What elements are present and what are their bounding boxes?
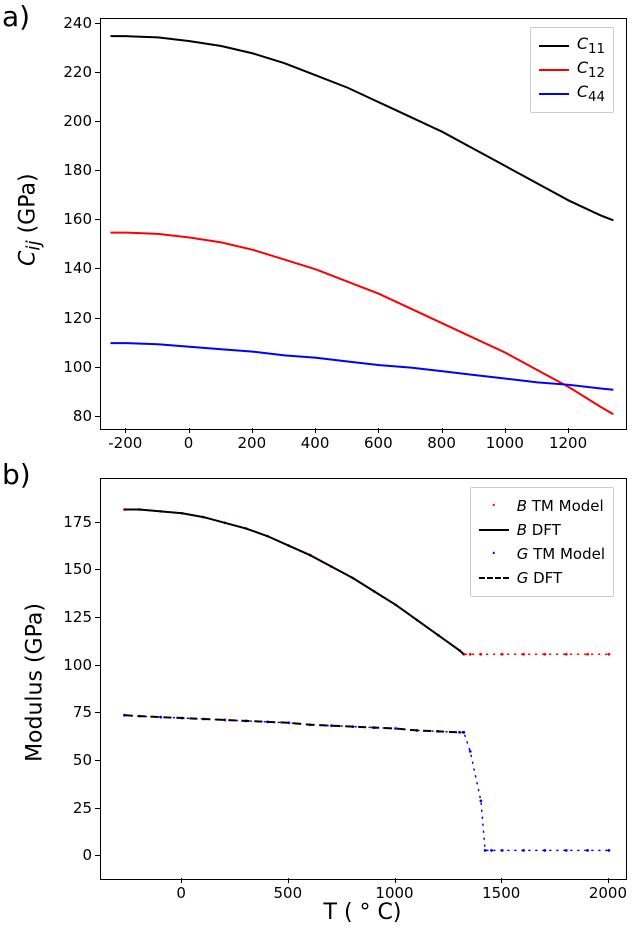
- y-tick-label: 125: [58, 608, 92, 626]
- y-tick-label: 75: [58, 703, 92, 721]
- x-tick-mark: [505, 428, 506, 433]
- x-tick-mark: [501, 878, 502, 883]
- y-tick-label: 220: [58, 63, 92, 81]
- legend-swatch-b-dft: [479, 529, 509, 531]
- y-tick-mark: [95, 23, 100, 24]
- x-tick-label: 0: [184, 434, 194, 452]
- y-tick-label: 120: [58, 309, 92, 327]
- legend-row-c44: C44: [539, 82, 605, 106]
- panel-b-ylabel: Modulus (GPa): [23, 603, 48, 763]
- x-tick-label: 1500: [482, 884, 520, 902]
- y-tick-mark: [95, 318, 100, 319]
- legend-row-c11: C11: [539, 34, 605, 58]
- y-tick-mark: [95, 569, 100, 570]
- legend-swatch-g-tm: ·: [479, 552, 509, 556]
- x-tick-label: 0: [176, 884, 186, 902]
- x-tick-mark: [378, 428, 379, 433]
- legend-label-c44: C44: [577, 82, 605, 105]
- y-tick-mark: [95, 219, 100, 220]
- y-tick-mark: [95, 855, 100, 856]
- legend-label-g-tm: G TM Model: [517, 545, 605, 563]
- y-tick-label: 80: [58, 407, 92, 425]
- legend-row-c12: C12: [539, 58, 605, 82]
- y-tick-label: 200: [58, 112, 92, 130]
- x-tick-mark: [252, 428, 253, 433]
- x-tick-mark: [568, 428, 569, 433]
- x-tick-mark: [181, 878, 182, 883]
- x-tick-label: 200: [237, 434, 266, 452]
- y-tick-mark: [95, 268, 100, 269]
- x-tick-mark: [315, 428, 316, 433]
- x-tick-label: 400: [301, 434, 330, 452]
- legend-label-g-dft: G DFT: [517, 569, 562, 587]
- y-tick-mark: [95, 367, 100, 368]
- y-tick-mark: [95, 617, 100, 618]
- y-tick-label: 0: [58, 846, 92, 864]
- panel-a-legend: C11 C12 C44: [530, 27, 614, 113]
- legend-label-b-dft: B DFT: [517, 521, 561, 539]
- x-tick-mark: [125, 428, 126, 433]
- x-tick-label: 1000: [486, 434, 524, 452]
- panel-a-plot-area: C11 C12 C44: [100, 18, 627, 430]
- legend-swatch-c44: [539, 93, 569, 95]
- x-tick-label: 2000: [589, 884, 627, 902]
- y-tick-label: 100: [58, 358, 92, 376]
- y-tick-mark: [95, 522, 100, 523]
- y-tick-label: 240: [58, 14, 92, 32]
- legend-row-b-dft: B DFT: [479, 518, 605, 542]
- y-tick-mark: [95, 665, 100, 666]
- y-tick-label: 180: [58, 161, 92, 179]
- panel-a-label: a): [2, 0, 30, 33]
- legend-label-b-tm: B TM Model: [517, 497, 604, 515]
- y-tick-mark: [95, 712, 100, 713]
- x-tick-label: 1200: [549, 434, 587, 452]
- y-tick-label: 160: [58, 210, 92, 228]
- y-tick-mark: [95, 808, 100, 809]
- panel-b-legend: · B TM Model B DFT · G TM Model G DFT: [470, 487, 614, 597]
- legend-swatch-g-dft: [479, 577, 509, 579]
- x-tick-mark: [395, 878, 396, 883]
- x-tick-label: 1000: [375, 884, 413, 902]
- x-tick-mark: [442, 428, 443, 433]
- y-tick-label: 140: [58, 259, 92, 277]
- x-tick-label: -200: [108, 434, 142, 452]
- panel-b-label: b): [2, 458, 31, 491]
- y-tick-mark: [95, 170, 100, 171]
- y-tick-mark: [95, 121, 100, 122]
- panel-b-plot-area: · B TM Model B DFT · G TM Model G DFT: [100, 478, 627, 880]
- y-tick-mark: [95, 760, 100, 761]
- legend-row-g-tm: · G TM Model: [479, 542, 605, 566]
- y-tick-mark: [95, 416, 100, 417]
- y-tick-mark: [95, 72, 100, 73]
- x-tick-mark: [189, 428, 190, 433]
- legend-swatch-c11: [539, 45, 569, 47]
- panel-a-ylabel: Cij (GPa): [15, 160, 44, 280]
- y-tick-label: 100: [58, 656, 92, 674]
- legend-label-c11: C11: [577, 34, 605, 57]
- y-tick-label: 175: [58, 513, 92, 531]
- legend-row-b-tm: · B TM Model: [479, 494, 605, 518]
- y-tick-label: 25: [58, 799, 92, 817]
- legend-label-c12: C12: [577, 58, 605, 81]
- x-tick-label: 800: [427, 434, 456, 452]
- legend-swatch-c12: [539, 69, 569, 71]
- legend-swatch-b-tm: ·: [479, 504, 509, 508]
- y-tick-label: 150: [58, 560, 92, 578]
- x-tick-label: 600: [364, 434, 393, 452]
- x-tick-label: 500: [273, 884, 302, 902]
- y-tick-label: 50: [58, 751, 92, 769]
- x-tick-mark: [608, 878, 609, 883]
- x-tick-mark: [288, 878, 289, 883]
- panel-b-xlabel: T ( ° C): [100, 900, 625, 925]
- legend-row-g-dft: G DFT: [479, 566, 605, 590]
